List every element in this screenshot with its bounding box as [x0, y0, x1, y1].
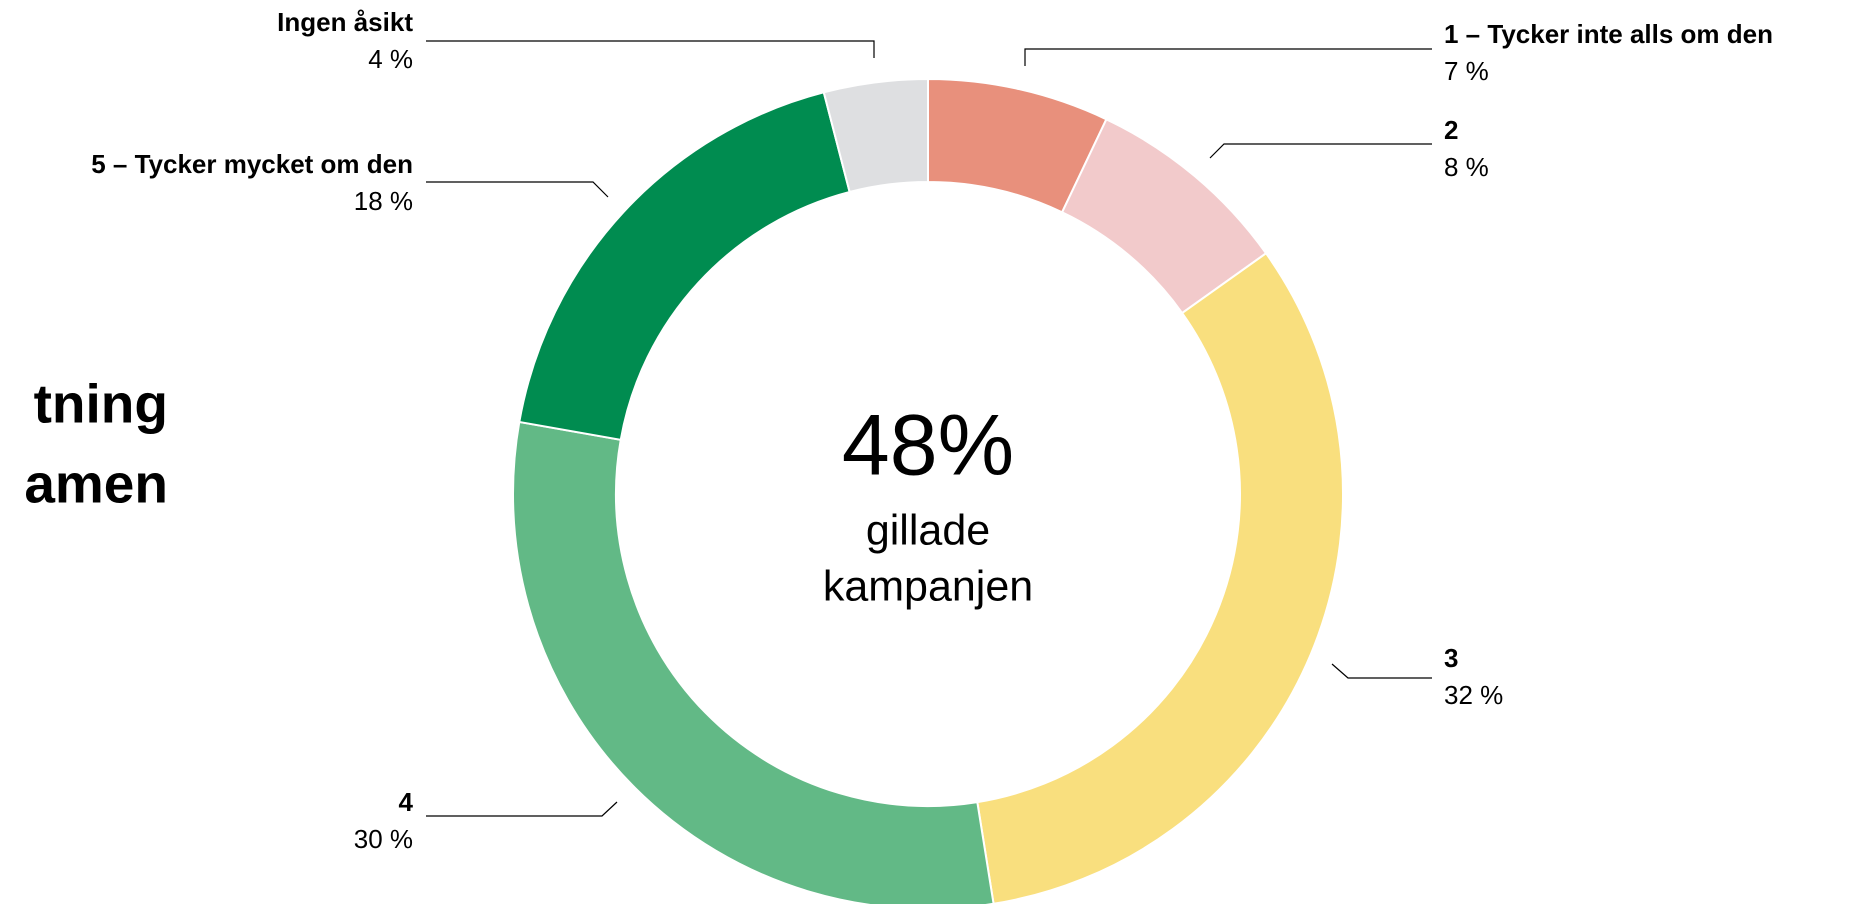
segment-label: 5 – Tycker mycket om den — [91, 149, 413, 179]
segment-value: 8 % — [1444, 152, 1489, 182]
donut-segment — [518, 91, 851, 441]
leader-line — [426, 181, 609, 198]
donut-segment — [976, 251, 1344, 904]
segment-label: Ingen åsikt — [277, 7, 413, 37]
segment-label: 2 — [1444, 115, 1458, 145]
leader-line — [426, 801, 618, 817]
segment-value: 4 % — [368, 44, 413, 74]
leader-line — [1024, 48, 1432, 66]
center-value: 48% — [842, 398, 1014, 494]
segment-label: 4 — [399, 787, 414, 817]
center-text: gillade — [866, 506, 990, 554]
center-text: kampanjen — [823, 562, 1033, 610]
leader-line — [1209, 143, 1432, 159]
segment-value: 30 % — [354, 824, 413, 854]
leader-line — [426, 40, 875, 58]
leader-line — [1331, 663, 1432, 679]
segment-label: 1 – Tycker inte alls om den — [1444, 19, 1773, 49]
segment-value: 18 % — [354, 186, 413, 216]
segment-label: 3 — [1444, 643, 1458, 673]
segment-value: 7 % — [1444, 56, 1489, 86]
segment-value: 32 % — [1444, 680, 1503, 710]
chart-title: amen — [24, 453, 168, 515]
chart-title: tning — [34, 373, 168, 435]
donut-segment — [822, 77, 929, 194]
donut-segment — [512, 420, 995, 904]
